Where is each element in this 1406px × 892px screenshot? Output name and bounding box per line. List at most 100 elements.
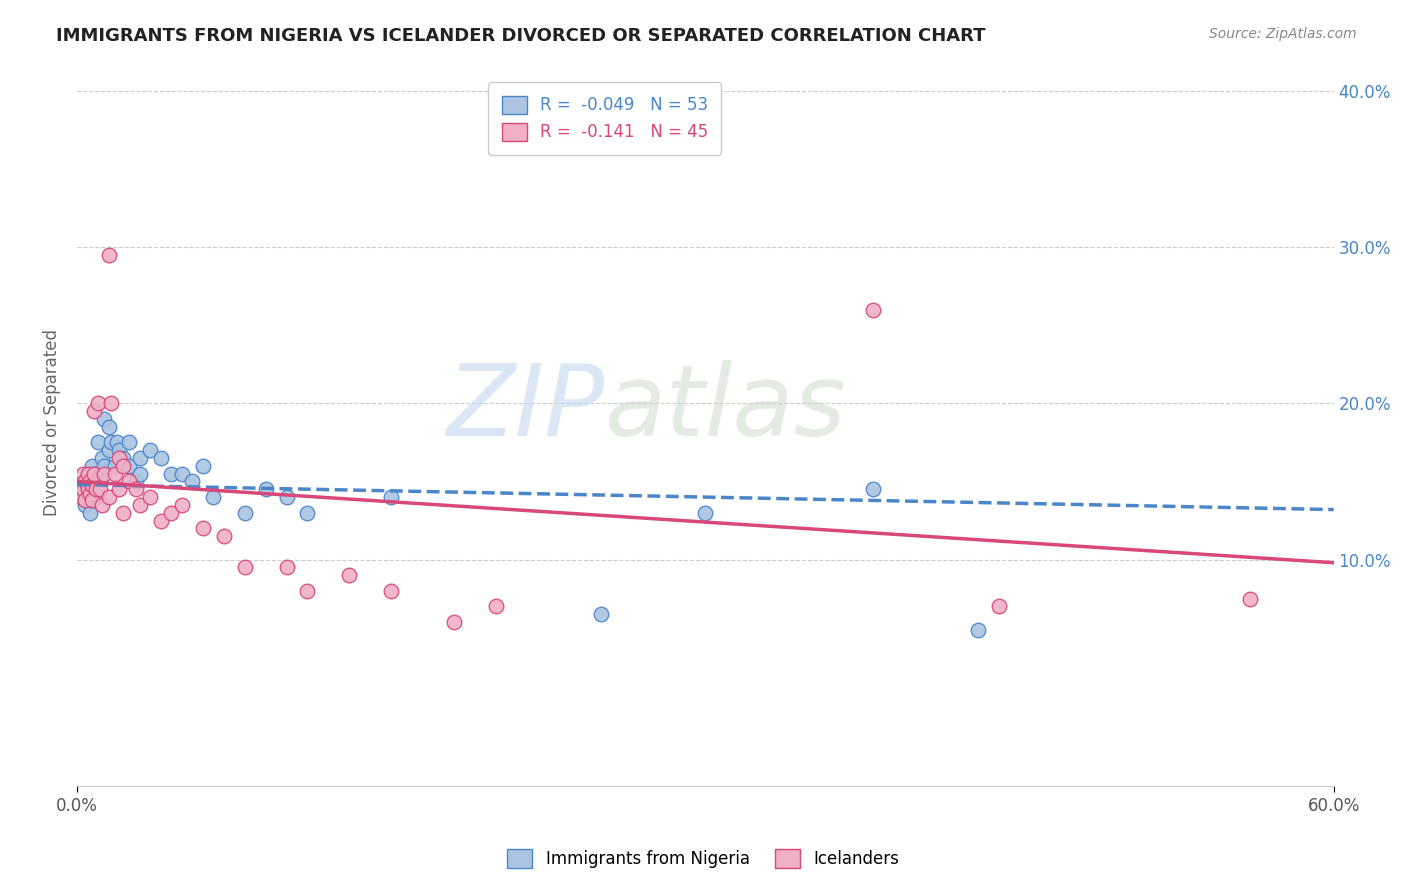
Y-axis label: Divorced or Separated: Divorced or Separated xyxy=(44,329,60,516)
Point xyxy=(91,498,114,512)
Point xyxy=(87,435,110,450)
Point xyxy=(202,490,225,504)
Point xyxy=(100,435,122,450)
Point xyxy=(1239,591,1261,606)
Point xyxy=(337,568,360,582)
Point xyxy=(97,443,120,458)
Point xyxy=(443,615,465,629)
Point xyxy=(105,435,128,450)
Point xyxy=(380,583,402,598)
Point xyxy=(104,467,127,481)
Point xyxy=(76,467,98,481)
Point xyxy=(118,435,141,450)
Point xyxy=(233,506,256,520)
Point xyxy=(70,483,93,497)
Point xyxy=(108,483,131,497)
Point xyxy=(966,623,988,637)
Point xyxy=(191,458,214,473)
Point xyxy=(276,560,298,574)
Point xyxy=(97,248,120,262)
Text: atlas: atlas xyxy=(605,359,846,457)
Point xyxy=(212,529,235,543)
Point xyxy=(125,483,148,497)
Point xyxy=(75,475,97,489)
Point xyxy=(75,498,97,512)
Point xyxy=(79,506,101,520)
Point xyxy=(149,450,172,465)
Point xyxy=(80,458,103,473)
Point xyxy=(84,490,107,504)
Point xyxy=(129,498,152,512)
Point xyxy=(112,450,135,465)
Point xyxy=(76,477,98,491)
Text: ZIP: ZIP xyxy=(447,359,605,457)
Point xyxy=(862,302,884,317)
Point xyxy=(149,514,172,528)
Point xyxy=(233,560,256,574)
Point xyxy=(108,443,131,458)
Point xyxy=(76,483,98,497)
Point xyxy=(129,450,152,465)
Point xyxy=(160,506,183,520)
Point xyxy=(93,458,115,473)
Point xyxy=(83,404,105,418)
Point xyxy=(72,467,94,481)
Text: Source: ZipAtlas.com: Source: ZipAtlas.com xyxy=(1209,27,1357,41)
Point xyxy=(83,467,105,481)
Point xyxy=(72,477,94,491)
Text: IMMIGRANTS FROM NIGERIA VS ICELANDER DIVORCED OR SEPARATED CORRELATION CHART: IMMIGRANTS FROM NIGERIA VS ICELANDER DIV… xyxy=(56,27,986,45)
Point xyxy=(862,483,884,497)
Point xyxy=(76,467,98,481)
Point xyxy=(75,483,97,497)
Point xyxy=(75,493,97,508)
Point xyxy=(104,458,127,473)
Point xyxy=(112,506,135,520)
Point xyxy=(75,475,97,489)
Point xyxy=(254,483,277,497)
Point xyxy=(84,477,107,491)
Point xyxy=(170,467,193,481)
Point xyxy=(160,467,183,481)
Point xyxy=(97,419,120,434)
Point xyxy=(84,483,107,497)
Point xyxy=(87,396,110,410)
Point xyxy=(485,599,508,614)
Point xyxy=(89,483,111,497)
Point xyxy=(79,475,101,489)
Point xyxy=(80,475,103,489)
Point xyxy=(170,498,193,512)
Point xyxy=(80,477,103,491)
Point xyxy=(79,487,101,501)
Point xyxy=(80,493,103,508)
Point xyxy=(125,475,148,489)
Point xyxy=(139,490,162,504)
Point xyxy=(118,475,141,489)
Point xyxy=(76,493,98,508)
Point xyxy=(129,467,152,481)
Point xyxy=(118,458,141,473)
Point xyxy=(93,467,115,481)
Point xyxy=(83,467,105,481)
Point xyxy=(695,506,717,520)
Point xyxy=(72,490,94,504)
Point xyxy=(181,475,204,489)
Point xyxy=(139,443,162,458)
Point xyxy=(79,467,101,481)
Point xyxy=(89,475,111,489)
Point xyxy=(100,396,122,410)
Point xyxy=(80,493,103,508)
Point xyxy=(276,490,298,504)
Point xyxy=(191,521,214,535)
Point xyxy=(87,487,110,501)
Point xyxy=(93,412,115,426)
Point xyxy=(97,490,120,504)
Legend: R =  -0.049   N = 53, R =  -0.141   N = 45: R = -0.049 N = 53, R = -0.141 N = 45 xyxy=(488,82,721,155)
Point xyxy=(589,607,612,622)
Point xyxy=(108,450,131,465)
Point xyxy=(380,490,402,504)
Point xyxy=(72,483,94,497)
Point xyxy=(297,506,319,520)
Point xyxy=(987,599,1010,614)
Point xyxy=(297,583,319,598)
Point xyxy=(83,483,105,497)
